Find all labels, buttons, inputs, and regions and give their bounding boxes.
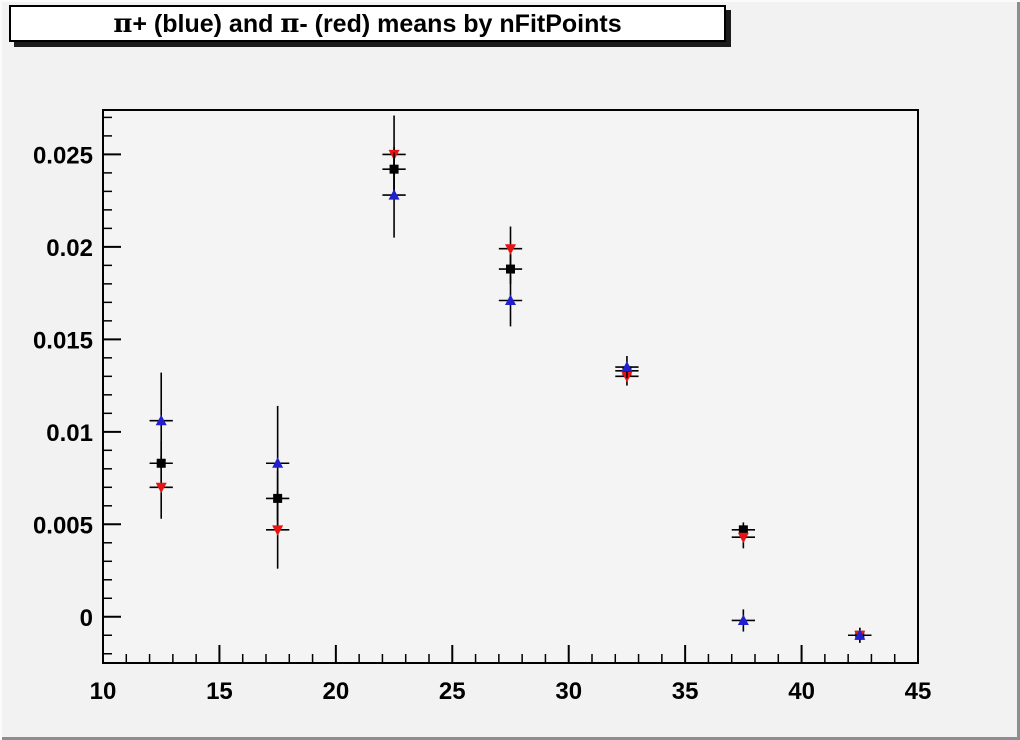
title-segment-2: - (red) means by nFitPoints (299, 9, 622, 38)
data-point-triangle-up (272, 457, 284, 468)
x-axis-tick-label: 40 (788, 678, 815, 705)
plot-title: π+ (blue) and π- (red) means by nFitPoin… (113, 9, 621, 39)
data-point-triangle-down (155, 482, 167, 494)
data-point-triangle-down (272, 525, 284, 536)
data-point-triangle-up (388, 189, 400, 200)
x-axis-tick-label: 15 (206, 678, 233, 705)
y-axis-tick-label: 0.005 (33, 512, 93, 539)
data-point-triangle-down (737, 532, 749, 544)
x-axis-tick-label: 10 (90, 678, 117, 705)
y-axis-tick-label: 0.015 (33, 327, 93, 354)
pi-symbol: π (113, 8, 133, 39)
y-axis: 0 0.005 0.01 0.015 0.02 0.025 (33, 116, 121, 655)
data-point-triangle-up (621, 361, 633, 372)
x-axis-tick-label: 30 (555, 678, 582, 705)
y-axis-tick-label: 0 (80, 605, 93, 632)
title-segment-1: + (blue) and (132, 9, 281, 38)
y-axis-tick-label: 0.025 (33, 142, 93, 169)
y-axis-tick-label: 0.01 (46, 420, 93, 447)
plot-frame (102, 109, 919, 664)
x-axis: 10 15 20 25 30 35 40 45 (90, 645, 932, 705)
pi-symbol: π (280, 8, 300, 39)
x-axis-tick-label: 35 (672, 678, 699, 705)
y-axis-tick-label: 0.02 (46, 235, 93, 262)
data-point-triangle-down (505, 244, 516, 255)
data-point-triangle-up (854, 629, 866, 640)
data-point-triangle-up (737, 614, 749, 625)
x-axis-tick-label: 25 (439, 678, 466, 705)
x-axis-tick-label: 45 (905, 678, 932, 705)
series-pi-plus (149, 152, 872, 643)
x-axis-tick-label: 20 (323, 678, 350, 705)
data-point-triangle-up (155, 414, 167, 426)
plot-title-box: π+ (blue) and π- (red) means by nFitPoin… (9, 5, 726, 42)
data-point-triangle-up (505, 294, 516, 305)
